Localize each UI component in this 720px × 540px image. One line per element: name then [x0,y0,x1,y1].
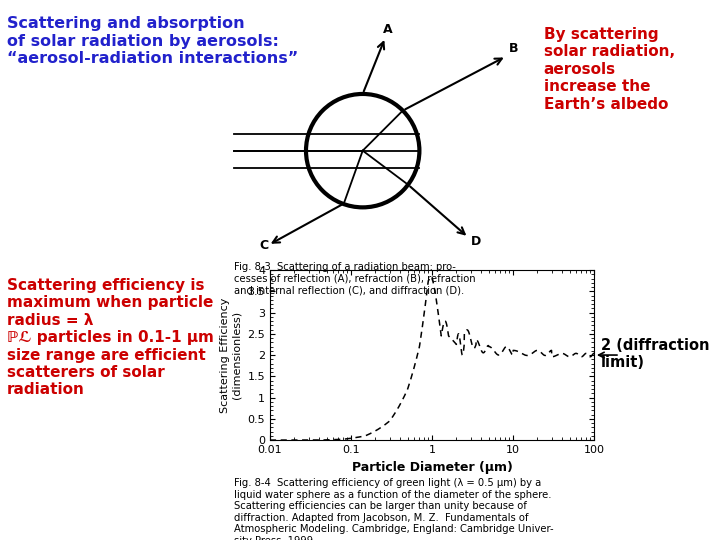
Text: 2 (diffraction
limit): 2 (diffraction limit) [601,338,710,370]
Text: B: B [509,42,518,56]
Text: By scattering
solar radiation,
aerosols
increase the
Earth’s albedo: By scattering solar radiation, aerosols … [544,27,675,112]
Text: Fig. 8-3  Scattering of a radiation beam: pro-
cesses of reflection (A), refract: Fig. 8-3 Scattering of a radiation beam:… [234,262,476,295]
Text: C: C [260,239,269,252]
Text: Scattering efficiency is
maximum when particle
radius = λ
ℙℒ particles in 0.1-1 : Scattering efficiency is maximum when pa… [7,278,214,397]
Text: A: A [382,23,392,37]
X-axis label: Particle Diameter (μm): Particle Diameter (μm) [351,461,513,474]
Y-axis label: Scattering Efficiency
(dimensionless): Scattering Efficiency (dimensionless) [220,298,242,413]
Text: D: D [471,235,481,248]
Text: Fig. 8-4  Scattering efficiency of green light (λ = 0.5 μm) by a
liquid water sp: Fig. 8-4 Scattering efficiency of green … [234,478,554,540]
Text: Scattering and absorption
of solar radiation by aerosols:
“aerosol-radiation int: Scattering and absorption of solar radia… [7,16,299,66]
